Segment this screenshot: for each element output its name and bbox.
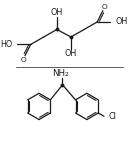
Text: NH₂: NH₂ <box>52 69 69 78</box>
Text: HO: HO <box>1 40 13 49</box>
Text: OH: OH <box>51 8 63 17</box>
Text: O: O <box>102 4 108 10</box>
Text: O: O <box>20 57 26 62</box>
Text: OH: OH <box>65 49 77 58</box>
Text: OH: OH <box>115 17 127 27</box>
Text: Cl: Cl <box>109 112 117 121</box>
